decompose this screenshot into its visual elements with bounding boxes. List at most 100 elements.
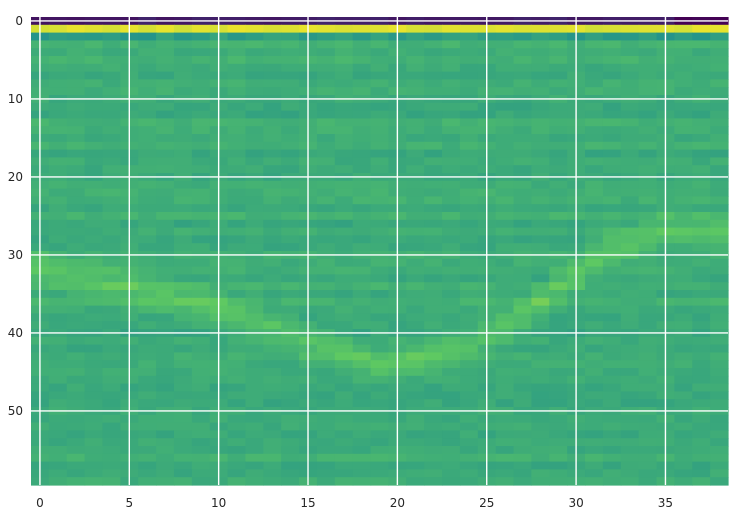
heatmap-cell xyxy=(191,375,211,385)
x-tick-label: 35 xyxy=(658,496,673,510)
heatmap-cell xyxy=(316,391,336,400)
heatmap-cell xyxy=(424,79,443,88)
heatmap-cell xyxy=(156,383,175,392)
heatmap-cell xyxy=(245,212,264,221)
heatmap-cell xyxy=(459,336,479,346)
heatmap-cell xyxy=(424,235,443,244)
heatmap-cell xyxy=(352,453,372,463)
heatmap-cell xyxy=(66,305,86,314)
heatmap-cell xyxy=(156,422,175,431)
heatmap-cell xyxy=(710,391,729,400)
heatmap-cell xyxy=(638,204,658,213)
heatmap-cell xyxy=(138,126,157,135)
heatmap-cell xyxy=(513,453,533,463)
heatmap-cell xyxy=(585,235,604,244)
heatmap-cell xyxy=(442,196,461,205)
heatmap-cell xyxy=(513,48,533,57)
heatmap-cell xyxy=(692,399,711,408)
heatmap-cell xyxy=(102,375,121,385)
heatmap-cell xyxy=(549,321,568,330)
heatmap-cell xyxy=(674,258,693,268)
heatmap-cell xyxy=(424,118,443,127)
heatmap-cell xyxy=(442,438,461,447)
heatmap-cell xyxy=(459,391,479,400)
heatmap-cell xyxy=(227,368,247,377)
heatmap-cell xyxy=(245,149,264,158)
heatmap-cell xyxy=(549,204,568,213)
heatmap-cell xyxy=(406,360,425,369)
heatmap-cell xyxy=(459,118,479,127)
heatmap-cell xyxy=(406,446,425,455)
heatmap-cell xyxy=(531,79,550,88)
heatmap-cell xyxy=(84,126,104,135)
heatmap-cell xyxy=(138,344,157,353)
heatmap-cell xyxy=(66,422,86,431)
heatmap-cell xyxy=(316,24,336,34)
heatmap-cell xyxy=(549,56,568,65)
heatmap-cell xyxy=(531,282,550,291)
heatmap-cell xyxy=(459,414,479,424)
heatmap-cell xyxy=(370,352,390,361)
heatmap-cell xyxy=(674,102,693,112)
heatmap-cell xyxy=(66,243,86,252)
heatmap-cell xyxy=(48,266,68,275)
heatmap-cell xyxy=(710,453,729,463)
heatmap-cell xyxy=(495,282,515,291)
heatmap-cell xyxy=(692,149,711,158)
heatmap-cell xyxy=(638,235,658,244)
heatmap-cell xyxy=(620,71,640,80)
heatmap-cell xyxy=(66,188,86,197)
heatmap-cell xyxy=(459,149,479,158)
heatmap-cell xyxy=(674,375,693,385)
heatmap-cell xyxy=(585,391,604,400)
heatmap-cell xyxy=(459,438,479,447)
heatmap-cell xyxy=(156,48,175,57)
heatmap-cell xyxy=(66,71,86,80)
heatmap-cell xyxy=(263,180,282,190)
heatmap-cell xyxy=(424,313,443,322)
heatmap-cell xyxy=(674,141,693,151)
heatmap-cell xyxy=(370,157,390,166)
heatmap-cell xyxy=(263,422,282,431)
heatmap-cell xyxy=(84,235,104,244)
heatmap-cell xyxy=(66,266,86,275)
heatmap-cell xyxy=(585,274,604,283)
heatmap-cell xyxy=(710,102,729,112)
heatmap-cell xyxy=(281,188,300,197)
heatmap-cell xyxy=(334,219,354,229)
heatmap-cell xyxy=(513,196,533,205)
heatmap-cell xyxy=(173,422,193,431)
heatmap-cell xyxy=(263,360,282,369)
heatmap-cell xyxy=(191,71,211,80)
heatmap-cell xyxy=(334,282,354,291)
heatmap-cell xyxy=(156,79,175,88)
heatmap-cell xyxy=(173,227,193,236)
heatmap-cell xyxy=(245,422,264,431)
heatmap-cell xyxy=(370,477,390,486)
heatmap-cell xyxy=(138,266,157,275)
heatmap-cell xyxy=(352,321,372,330)
heatmap-cell xyxy=(710,32,729,41)
heatmap-cell xyxy=(138,430,157,439)
heatmap-cell xyxy=(281,48,300,57)
x-tick-label: 10 xyxy=(211,496,226,510)
heatmap-cell xyxy=(66,227,86,236)
heatmap-cell xyxy=(674,344,693,353)
heatmap-cell xyxy=(406,63,425,73)
heatmap-cell xyxy=(263,212,282,221)
heatmap-cell xyxy=(620,477,640,486)
heatmap-cell xyxy=(334,297,354,307)
heatmap-cell xyxy=(370,212,390,221)
heatmap-cell xyxy=(459,383,479,392)
heatmap-cell xyxy=(48,180,68,190)
heatmap-cell xyxy=(602,352,622,361)
heatmap-cell xyxy=(138,438,157,447)
heatmap-cell xyxy=(281,414,300,424)
heatmap-cell xyxy=(620,188,640,197)
heatmap-cell xyxy=(191,360,211,369)
heatmap-cell xyxy=(48,258,68,268)
heatmap-cell xyxy=(513,219,533,229)
heatmap-cell xyxy=(281,282,300,291)
heatmap-cell xyxy=(156,134,175,143)
heatmap-cell xyxy=(620,422,640,431)
